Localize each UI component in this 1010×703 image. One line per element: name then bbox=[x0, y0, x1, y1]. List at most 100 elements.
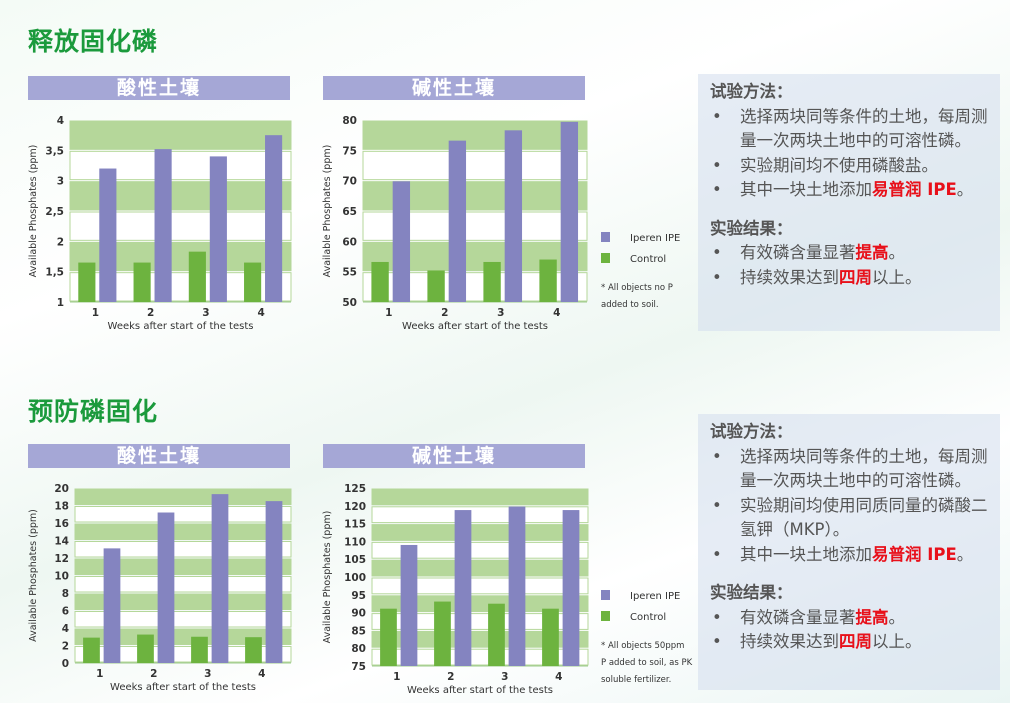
y-tick-label: 3 bbox=[57, 176, 64, 188]
y-tick-label: 3,5 bbox=[45, 145, 64, 157]
x-tick-label: 3 bbox=[202, 307, 209, 319]
bar-control bbox=[427, 270, 445, 302]
grid-band-white bbox=[74, 646, 292, 663]
y-tick-label: 90 bbox=[351, 608, 366, 620]
y-tick-label: 8 bbox=[62, 588, 69, 600]
bar-iperen-ipe bbox=[454, 510, 472, 666]
footnote: * All objects 50ppm bbox=[601, 641, 684, 651]
grid-band-white bbox=[371, 613, 589, 630]
y-tick-label: 2,5 bbox=[45, 206, 64, 218]
legend-swatch-iperen-ipe bbox=[601, 232, 610, 242]
grid-band bbox=[74, 488, 292, 505]
bullet-item: 选择两块同等条件的土地，每周测量一次两块土地中的可溶性磷。 bbox=[710, 445, 994, 494]
bar-iperen-ipe bbox=[265, 501, 283, 663]
bullet-text: 。 bbox=[956, 544, 974, 564]
bullet-list: 选择两块同等条件的土地，每周测量一次两块土地中的可溶性磷。实验期间均不使用磷酸盐… bbox=[710, 105, 994, 203]
legend-label: Iperen IPE bbox=[630, 233, 680, 244]
y-tick-label: 115 bbox=[344, 519, 366, 531]
grid-band-white bbox=[362, 150, 588, 181]
bullet-item: 其中一块土地添加易普润 IPE。 bbox=[710, 543, 994, 568]
y-axis-label: Available Phosphates (ppm) bbox=[322, 511, 333, 644]
bullet-text: 有效磷含量显著 bbox=[740, 607, 856, 627]
footnote: P added to soil, as PK bbox=[601, 658, 693, 668]
bullet-list: 有效磷含量显著提高。持续效果达到四周以上。 bbox=[710, 606, 994, 655]
bullet-item: 有效磷含量显著提高。 bbox=[710, 606, 994, 631]
footnote: added to soil. bbox=[601, 300, 659, 310]
x-axis-label: Weeks after start of the tests bbox=[407, 685, 553, 696]
bullet-text: 持续效果达到 bbox=[740, 267, 839, 287]
method-heading: 试验方法： bbox=[710, 422, 793, 441]
highlight-text: 易普润 IPE bbox=[872, 180, 957, 199]
x-tick-label: 4 bbox=[258, 668, 265, 680]
bar-control bbox=[539, 259, 557, 302]
x-tick-label: 2 bbox=[147, 307, 154, 319]
y-axis-label: Available Phosphates (ppm) bbox=[28, 509, 39, 642]
y-tick-label: 18 bbox=[54, 501, 69, 513]
bar-control bbox=[137, 634, 154, 663]
grid-band-white bbox=[371, 577, 589, 595]
method-heading: 试验方法： bbox=[710, 82, 793, 101]
grid-band-white bbox=[371, 506, 589, 524]
highlight-text: 四周 bbox=[839, 632, 872, 651]
y-tick-label: 20 bbox=[54, 483, 69, 495]
highlight-text: 四周 bbox=[839, 267, 872, 287]
bar-control bbox=[188, 251, 206, 302]
bar-iperen-ipe bbox=[209, 156, 227, 302]
grid-band bbox=[69, 120, 292, 150]
bullet-text: 。 bbox=[888, 243, 906, 262]
bullet-text: 。 bbox=[956, 180, 974, 199]
bullet-item: 选择两块同等条件的土地，每周测量一次两块土地中的可溶性磷。 bbox=[710, 105, 994, 154]
y-tick-label: 1 bbox=[57, 297, 64, 309]
chart-header-acid-soil: 酸性土壤 bbox=[28, 76, 290, 100]
bar-iperen-ipe bbox=[400, 544, 418, 666]
x-tick-label: 3 bbox=[204, 668, 211, 680]
bullet-list: 选择两块同等条件的土地，每周测量一次两块土地中的可溶性磷。实验期间均使用同质同量… bbox=[710, 445, 994, 568]
result-heading: 实验结果： bbox=[710, 218, 793, 238]
highlight-text: 易普润 IPE bbox=[872, 544, 957, 564]
bar-control bbox=[434, 601, 451, 666]
x-tick-label: 1 bbox=[393, 671, 400, 683]
bar-iperen-ipe bbox=[560, 121, 579, 302]
y-tick-label: 55 bbox=[342, 267, 357, 279]
bar-iperen-ipe bbox=[154, 149, 172, 302]
bar-control bbox=[245, 637, 262, 663]
bar-control bbox=[133, 262, 151, 302]
bar-control bbox=[380, 608, 397, 666]
y-tick-label: 95 bbox=[351, 590, 366, 602]
legend-swatch-control bbox=[601, 611, 610, 621]
bullet-text: 实验期间均不使用磷酸盐。 bbox=[740, 155, 938, 175]
section-title-prevent: 预防磷固化 bbox=[28, 397, 159, 426]
y-tick-label: 6 bbox=[62, 606, 69, 618]
x-tick-label: 1 bbox=[92, 307, 99, 319]
chart-header-alkaline-soil: 碱性土壤 bbox=[323, 444, 585, 468]
grid-band bbox=[362, 120, 588, 150]
highlight-text: 提高 bbox=[855, 607, 889, 627]
bar-iperen-ipe bbox=[448, 140, 467, 302]
grid-band bbox=[371, 630, 589, 648]
bar-control bbox=[83, 637, 100, 663]
bullet-text: 实验期间均使用同质同量的磷酸二氢钾（MKP）。 bbox=[740, 495, 988, 540]
chart-header-acid-soil: 酸性土壤 bbox=[28, 444, 290, 468]
x-axis-label: Weeks after start of the tests bbox=[108, 321, 254, 332]
bullet-text: 以上。 bbox=[872, 267, 922, 287]
y-tick-label: 105 bbox=[344, 554, 366, 566]
bar-iperen-ipe bbox=[392, 181, 411, 302]
y-tick-label: 14 bbox=[54, 536, 69, 548]
bar-control bbox=[542, 608, 559, 666]
experiment-panel: 试验方法： 选择两块同等条件的土地，每周测量一次两块土地中的可溶性磷。实验期间均不… bbox=[698, 74, 1000, 331]
bar-control bbox=[371, 261, 389, 302]
y-tick-label: 2 bbox=[57, 236, 64, 248]
x-axis-label: Weeks after start of the tests bbox=[110, 682, 256, 693]
x-tick-label: 4 bbox=[257, 307, 264, 319]
y-tick-label: 10 bbox=[54, 571, 69, 583]
bar-iperen-ipe bbox=[103, 548, 121, 663]
x-tick-label: 1 bbox=[96, 668, 103, 680]
bullet-text: 。 bbox=[888, 607, 906, 627]
legend-label: Iperen IPE bbox=[630, 591, 680, 602]
bar-control bbox=[488, 603, 505, 666]
bar-iperen-ipe bbox=[99, 168, 117, 302]
result-heading: 实验结果： bbox=[710, 583, 793, 602]
y-tick-label: 60 bbox=[342, 236, 357, 248]
y-tick-label: 2 bbox=[62, 641, 69, 653]
y-tick-label: 16 bbox=[54, 518, 69, 530]
